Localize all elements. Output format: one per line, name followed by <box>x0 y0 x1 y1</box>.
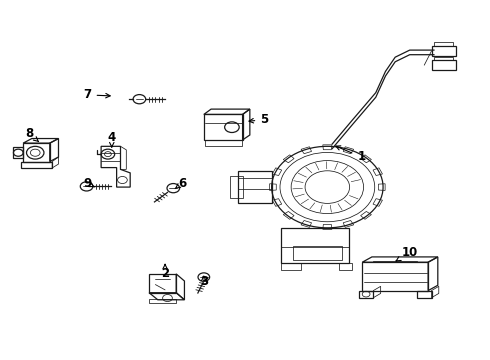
Text: 3: 3 <box>200 275 208 288</box>
Text: 8: 8 <box>25 127 39 141</box>
Bar <box>149 299 176 303</box>
Bar <box>230 176 243 198</box>
Text: 5: 5 <box>249 113 269 126</box>
Bar <box>281 262 301 270</box>
Text: 10: 10 <box>396 246 418 261</box>
Text: 2: 2 <box>161 264 169 280</box>
Bar <box>238 171 271 203</box>
Text: 6: 6 <box>175 177 186 190</box>
Bar <box>434 57 453 60</box>
Bar <box>340 262 352 270</box>
Bar <box>432 46 456 56</box>
Bar <box>434 42 453 46</box>
Bar <box>281 228 349 263</box>
Text: 1: 1 <box>336 146 366 163</box>
Bar <box>294 246 342 260</box>
Text: 4: 4 <box>108 131 116 147</box>
Bar <box>432 60 456 70</box>
Text: 9: 9 <box>83 177 95 190</box>
Text: 7: 7 <box>83 89 110 102</box>
